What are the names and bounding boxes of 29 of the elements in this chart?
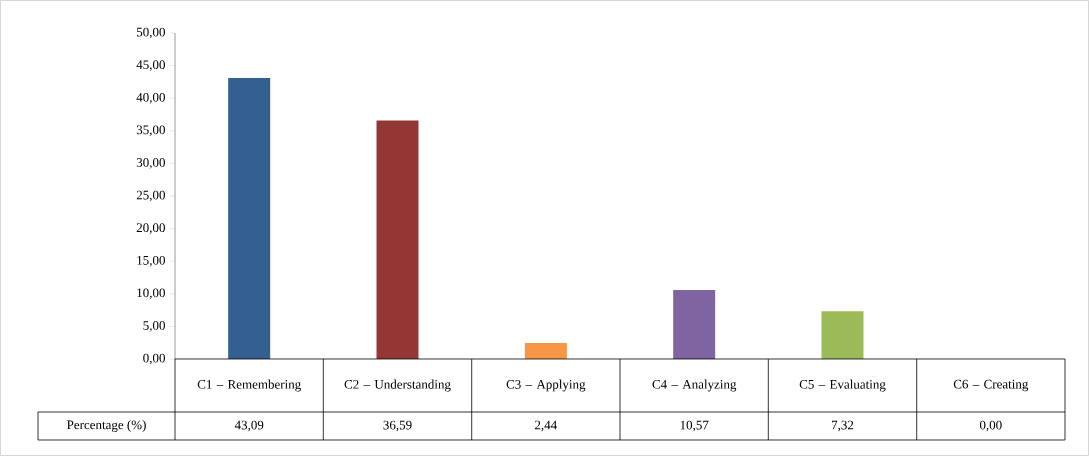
y-tick-label: 40,00	[136, 92, 165, 104]
bar	[228, 78, 271, 359]
text: Percentage (%)	[67, 420, 146, 432]
bar	[376, 120, 419, 359]
bar	[524, 343, 567, 359]
bar	[821, 311, 864, 359]
y-tick-label: 45,00	[136, 60, 165, 71]
y-tick-label: 15,00	[137, 255, 165, 267]
y-tick-label: 5,00	[143, 321, 165, 332]
y-tick-label: 30,00	[136, 158, 165, 169]
y-tick-label: 25,00	[136, 190, 165, 202]
y-tick-label: 20,00	[136, 223, 165, 234]
y-tick-label: 0,00	[143, 353, 165, 365]
data-label: 36,59	[383, 420, 412, 432]
x-tick-label: C3 – Applying	[506, 379, 586, 392]
data-label: 7,32	[832, 420, 854, 432]
data-label: 0,00	[979, 420, 1002, 432]
y-tick-label: 50,00	[136, 27, 165, 39]
y-tick-label: 35,00	[136, 125, 165, 137]
x-tick-label: C4 – Analyzing	[652, 379, 737, 392]
x-tick-label: C1 – Remembering	[197, 379, 301, 392]
x-tick-label: C5 – Evaluating	[799, 379, 886, 392]
data-label: 10,57	[680, 420, 709, 432]
y-tick-label: 10,00	[137, 288, 165, 300]
x-tick-label: C6 – Creating	[953, 379, 1029, 392]
x-tick-label: C2 – Understanding	[344, 379, 451, 392]
bar	[673, 290, 716, 359]
data-label: 43,09	[234, 420, 264, 432]
data-label: 2,44	[535, 420, 557, 432]
